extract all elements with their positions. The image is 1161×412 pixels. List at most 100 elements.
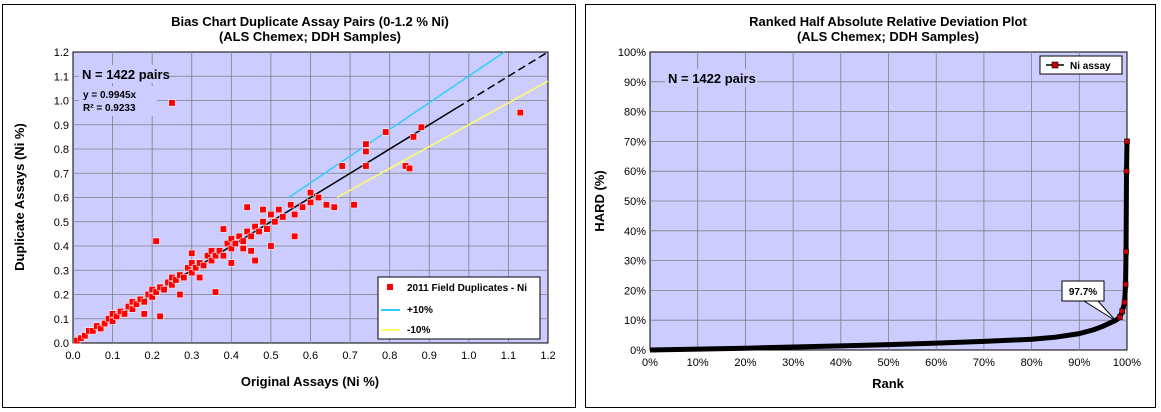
y-tick-label: 50%: [624, 196, 646, 208]
data-point: [406, 164, 413, 172]
data-point: [176, 291, 184, 298]
x-tick-label: 40%: [830, 357, 852, 369]
data-point: [330, 203, 338, 211]
chart-title: Bias Chart Duplicate Assay Pairs (0-1.2 …: [171, 14, 449, 29]
data-point: [307, 189, 314, 197]
data-point: [243, 203, 251, 211]
x-tick-label: 0.0: [65, 350, 80, 362]
data-point: [1119, 308, 1126, 315]
y-tick-label: 60%: [624, 166, 646, 178]
data-point: [216, 247, 223, 255]
data-point: [212, 288, 219, 296]
callout-label: 97.7%: [1069, 287, 1097, 298]
x-axis-label: Rank: [872, 376, 905, 391]
data-point: [227, 244, 235, 252]
data-point: [1123, 248, 1129, 255]
data-point: [259, 218, 267, 226]
y-tick-label: 1.0: [54, 96, 69, 108]
legend-marker-ni: [1051, 61, 1059, 69]
legend-box: [377, 276, 541, 340]
y-tick-labels: 0.0 0.1 0.2 0.3 0.4 0.5 0.6 0.7 0.8 0.9 1.0 1.1 1.2: [54, 47, 69, 350]
data-point: [180, 274, 188, 281]
plus10-line: [288, 51, 505, 199]
x-tick-label: 30%: [782, 357, 804, 369]
minus10-line: [336, 80, 549, 199]
n-pairs-annotation: N = 1422 pairs: [82, 67, 170, 82]
data-point: [231, 240, 239, 248]
data-point: [247, 247, 255, 255]
data-point: [160, 286, 168, 294]
data-point: [188, 269, 196, 277]
y-axis-label: HARD (%): [592, 170, 607, 231]
data-point: [200, 261, 208, 269]
x-tick-label: 0%: [642, 357, 658, 369]
data-point: [322, 201, 330, 209]
x-tick-label: 0.7: [342, 350, 357, 362]
data-point: [1121, 299, 1128, 306]
y-tick-label: 20%: [624, 285, 646, 297]
data-point: [188, 259, 196, 267]
y-tick-label: 0.2: [54, 290, 69, 302]
y-tick-label: 0.8: [54, 144, 69, 156]
x-tick-label: 0.2: [145, 350, 160, 362]
data-point: [409, 133, 417, 141]
y-tick-label: 100%: [618, 47, 646, 59]
x-tick-label: 70%: [973, 357, 995, 369]
data-point: [338, 162, 346, 170]
data-point: [208, 257, 215, 265]
y-axis-label: Duplicate Assays (Ni %): [12, 123, 27, 271]
data-point: [307, 198, 314, 206]
series-line: [649, 141, 1128, 351]
y-tick-label: 30%: [624, 256, 646, 268]
data-point: [251, 223, 259, 231]
data-point: [1117, 314, 1123, 321]
data-point: [219, 252, 227, 260]
data-point: [152, 237, 160, 245]
data-point: [192, 264, 200, 272]
bias-chart-panel: Bias Chart Duplicate Assay Pairs (0-1.2 …: [2, 4, 576, 408]
chart-subtitle: (ALS Chemex; DDH Samples): [219, 29, 401, 44]
data-point: [148, 293, 156, 301]
data-point: [1124, 138, 1130, 145]
data-point: [140, 298, 148, 306]
y-tick-label: 0.3: [54, 265, 69, 277]
x-tick-label: 1.1: [501, 350, 516, 362]
data-point: [132, 300, 140, 308]
bias-chart: Bias Chart Duplicate Assay Pairs (0-1.2 …: [12, 14, 556, 389]
data-point: [212, 252, 219, 260]
n-pairs-box: [79, 65, 169, 83]
legend-label-minus10: -10%: [407, 325, 430, 336]
y-tick-label: 0.1: [54, 314, 69, 326]
data-point: [247, 232, 255, 240]
x-tick-label: 20%: [734, 357, 756, 369]
y-tick-label: 0%: [630, 345, 646, 357]
chart-title: Ranked Half Absolute Relative Deviation …: [749, 14, 1027, 29]
y-tick-label: 0.6: [54, 193, 69, 205]
data-point: [227, 259, 235, 267]
legend-label-plus10: +10%: [407, 305, 433, 316]
data-point: [271, 218, 279, 226]
data-point: [263, 225, 271, 233]
data-point: [89, 327, 97, 335]
hard-chart: Ranked Half Absolute Relative Deviation …: [592, 14, 1141, 391]
data-point: [287, 201, 295, 209]
regression-equation: y = 0.9945x: [83, 90, 137, 101]
data-point: [362, 147, 370, 155]
data-point: [239, 237, 247, 245]
x-tick-label: 0.5: [263, 350, 278, 362]
data-point: [243, 228, 251, 235]
data-point: [267, 211, 275, 218]
data-point: [267, 242, 275, 250]
data-point: [219, 225, 227, 233]
data-point: [81, 332, 89, 340]
x-tick-labels: 0.0 0.1 0.2 0.3 0.4 0.5 0.6 0.7 0.8 0.9 1.0 1.1 1.2: [65, 350, 555, 362]
data-point: [227, 235, 235, 243]
x-tick-label: 0.9: [422, 350, 437, 362]
chart-subtitle: (ALS Chemex; DDH Samples): [797, 29, 979, 44]
data-point: [350, 201, 358, 209]
x-tick-label: 10%: [687, 357, 709, 369]
data-point: [97, 325, 105, 332]
x-tick-label: 0.8: [382, 350, 397, 362]
y-tick-label: 90%: [624, 77, 646, 89]
x-tick-label: 1.0: [461, 350, 476, 362]
